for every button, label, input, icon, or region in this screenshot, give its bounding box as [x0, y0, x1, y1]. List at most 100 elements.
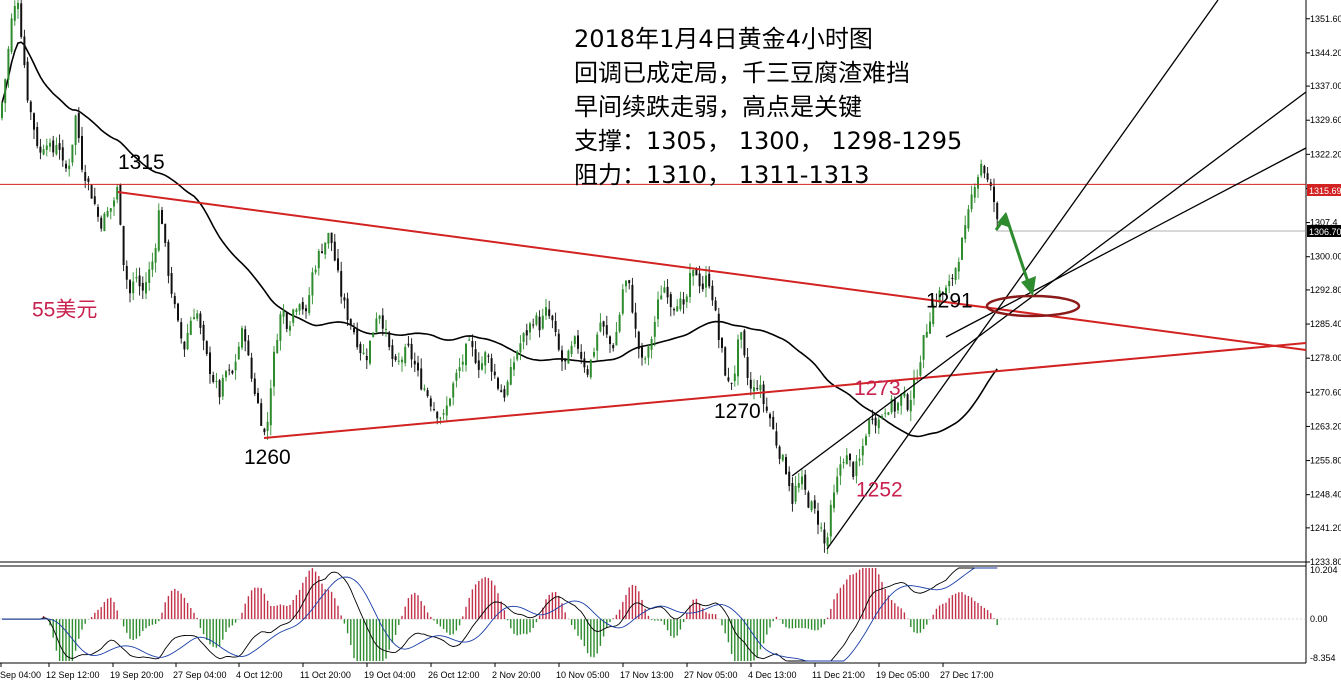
candle-body — [282, 311, 285, 317]
candle-body — [922, 335, 925, 360]
candle-body — [218, 380, 221, 398]
candle-body — [695, 268, 698, 276]
candle-body — [593, 352, 595, 357]
time-tick-label: 19 Dec 05:00 — [876, 670, 930, 680]
candle-body — [548, 309, 551, 317]
candle-body — [692, 270, 695, 277]
candle-body — [807, 492, 810, 508]
candle-body — [541, 315, 544, 329]
price-tick-label: 1344.20 — [1310, 48, 1341, 58]
macd-signal-line — [2, 567, 998, 662]
candle-body — [849, 453, 851, 461]
candle-body — [769, 414, 771, 419]
price-tick-label: 1292.80 — [1310, 285, 1341, 295]
candle-body — [385, 328, 387, 331]
candle-body — [887, 412, 890, 415]
time-tick-label: 12 Sep 12:00 — [46, 670, 100, 680]
candle-body — [474, 349, 477, 363]
candle-body — [557, 333, 560, 350]
candle-body — [717, 313, 720, 340]
candle-body — [554, 320, 557, 333]
candle-body — [237, 346, 240, 360]
candle-body — [353, 328, 355, 333]
candle-body — [449, 398, 451, 406]
candle-body — [785, 457, 787, 475]
candle-body — [273, 351, 275, 387]
candle-body — [701, 283, 704, 290]
price-tick-label: 1248.40 — [1310, 490, 1341, 500]
candle-body — [516, 351, 519, 360]
candle-body — [948, 280, 951, 287]
candle-body — [567, 350, 570, 364]
upper-red-trendline — [117, 191, 1307, 351]
price-annotation: 55美元 — [32, 299, 97, 322]
candle-body — [244, 329, 247, 342]
candle-body — [20, 3, 23, 37]
candle-body — [570, 345, 573, 354]
candle-body — [836, 476, 839, 493]
candle-body — [257, 392, 259, 404]
time-tick-label: 2 Nov 20:00 — [492, 670, 541, 680]
candle-body — [618, 314, 621, 332]
candle-body — [797, 483, 800, 488]
candle-body — [957, 261, 960, 272]
candle-body — [234, 361, 237, 371]
candle-body — [551, 315, 554, 321]
candle-body — [753, 387, 755, 392]
candle-body — [855, 461, 858, 476]
candle-body — [465, 343, 467, 366]
candle-body — [445, 405, 448, 416]
price-tick-label: 1270.60 — [1310, 387, 1341, 397]
candle-body — [564, 358, 567, 362]
candle-body — [845, 455, 848, 465]
lower-red-trendline — [263, 342, 1307, 439]
price-annotation: 1270 — [714, 400, 761, 423]
price-tick-label: 1233.80 — [1310, 557, 1341, 567]
candle-body — [858, 458, 861, 461]
candle-body — [599, 322, 602, 332]
price-tick-label: 1241.20 — [1310, 523, 1341, 533]
candle-body — [327, 233, 330, 244]
candle-body — [759, 384, 762, 391]
candle-body — [820, 527, 823, 529]
candle-body — [852, 462, 855, 477]
candle-body — [420, 368, 423, 390]
candle-body — [100, 217, 103, 229]
candle-body — [97, 207, 99, 217]
candle-body — [324, 242, 327, 255]
price-tick-label: 1255.80 — [1310, 456, 1341, 466]
candle-body — [941, 291, 944, 294]
candle-body — [977, 177, 979, 189]
candle-body — [874, 417, 877, 426]
candle-body — [801, 476, 803, 485]
candle-body — [823, 529, 826, 544]
candle-body — [583, 358, 586, 368]
candle-body — [452, 383, 455, 398]
candle-body — [375, 318, 378, 332]
analysis-notes: 2018年1月4日黄金4小时图 回调已成定局，千三豆腐渣难挡 早间续跌走弱，高点… — [574, 25, 962, 189]
candle-body — [202, 324, 205, 341]
candle-body — [865, 436, 867, 445]
candle-body — [266, 421, 269, 431]
candle-body — [423, 388, 426, 390]
candle-body — [285, 312, 288, 329]
candle-body — [29, 101, 32, 113]
candle-body — [289, 325, 291, 331]
candle-body — [10, 18, 13, 52]
candle-body — [778, 446, 781, 459]
candle-body — [471, 341, 474, 348]
candle-body — [813, 500, 816, 509]
candle-body — [532, 324, 535, 326]
candle-body — [621, 289, 624, 314]
candle-body — [404, 347, 407, 364]
candle-body — [641, 346, 643, 358]
candle-body — [292, 309, 295, 323]
candle-body — [711, 285, 714, 301]
time-tick-label: 17 Nov 13:00 — [620, 670, 674, 680]
candle-body — [775, 431, 778, 446]
candle-body — [461, 361, 464, 365]
candle-body — [477, 360, 480, 370]
price-tick-label: 1337.00 — [1310, 81, 1341, 91]
candle-body — [522, 333, 525, 342]
